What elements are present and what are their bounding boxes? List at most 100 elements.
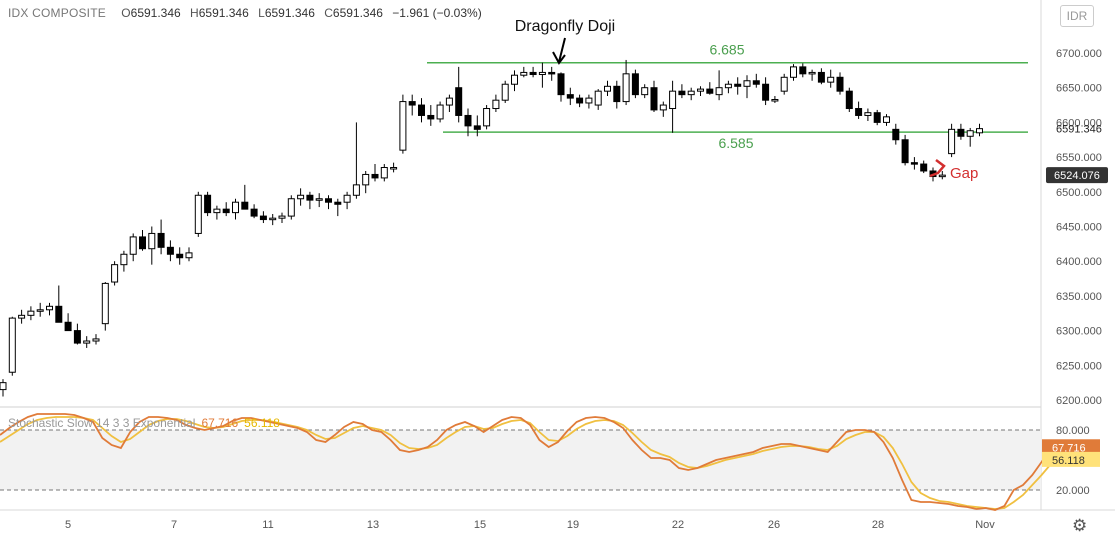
candle xyxy=(111,264,119,283)
candle xyxy=(92,338,100,342)
candle xyxy=(892,128,900,141)
time-tick-label: 15 xyxy=(474,519,486,531)
candle xyxy=(473,125,481,130)
candle xyxy=(752,80,760,85)
candle xyxy=(845,90,853,110)
candle xyxy=(938,174,946,178)
marker-price-label: 6524.076 xyxy=(1054,170,1100,182)
candle xyxy=(399,101,407,151)
candle xyxy=(790,66,797,78)
candle xyxy=(73,330,81,344)
candle xyxy=(864,112,872,116)
price-tick-label: 6200.000 xyxy=(1056,395,1102,407)
candle xyxy=(148,232,156,250)
dragonfly-doji-label: Dragonfly Doji xyxy=(515,18,615,35)
stochastic-tick-label: 80.000 xyxy=(1056,425,1090,437)
candle xyxy=(27,310,35,316)
candle xyxy=(297,194,305,200)
candle xyxy=(622,73,630,103)
candle xyxy=(948,128,956,155)
candle xyxy=(0,382,7,391)
candle xyxy=(883,116,890,123)
candle xyxy=(185,252,193,259)
candle xyxy=(139,236,146,250)
symbol-legend: IDX COMPOSITE O6591.346 H6591.346 L6591.… xyxy=(8,6,488,20)
time-tick-label: 5 xyxy=(65,519,71,531)
price-tick-label: 6500.000 xyxy=(1056,187,1102,199)
candle xyxy=(464,114,472,127)
candle xyxy=(250,208,258,217)
time-tick-label: 28 xyxy=(872,519,884,531)
candle xyxy=(352,184,360,196)
candle xyxy=(436,104,444,120)
candle xyxy=(873,112,881,123)
candle xyxy=(576,97,584,104)
candle xyxy=(380,167,388,179)
low-key: L xyxy=(258,6,265,20)
candle xyxy=(511,74,518,85)
time-tick-label: 13 xyxy=(367,519,379,531)
candle xyxy=(836,76,844,92)
gap-bracket-icon xyxy=(929,159,946,178)
candle xyxy=(799,66,807,75)
candle xyxy=(594,90,602,106)
close-key: C xyxy=(324,6,333,20)
dragonfly-arrow-icon xyxy=(552,37,566,65)
candle xyxy=(176,253,184,259)
stochastic-d-value: 56.118 xyxy=(244,416,280,430)
price-tick-label: 6350.000 xyxy=(1056,291,1102,303)
candle xyxy=(325,198,332,203)
candle xyxy=(83,340,91,344)
close-value: 6591.346 xyxy=(332,6,383,20)
stochastic-d-line xyxy=(0,416,1061,510)
candle xyxy=(287,198,295,217)
candle xyxy=(641,87,649,96)
candle xyxy=(910,162,918,165)
candle xyxy=(259,215,267,221)
price-tick-label: 6450.000 xyxy=(1056,222,1102,234)
time-tick-label: 7 xyxy=(171,519,177,531)
support-label: 6.585 xyxy=(718,135,753,151)
candle xyxy=(957,128,965,137)
candle xyxy=(362,173,370,186)
time-tick-label: 11 xyxy=(262,519,273,531)
price-axis[interactable]: 6200.000 6250.000 6300.000 6350.000 6400.000… xyxy=(1042,48,1108,497)
candle xyxy=(669,90,677,110)
change-value: −1.961 (−0.03%) xyxy=(392,6,482,20)
candle xyxy=(343,194,351,203)
gear-icon[interactable]: ⚙ xyxy=(1072,516,1088,535)
candle xyxy=(445,97,453,106)
time-axis[interactable]: 5 7 11 13 15 19 22 26 28 Nov xyxy=(65,519,995,531)
d-value-tag-label: 56.118 xyxy=(1052,455,1085,467)
candle xyxy=(976,128,983,134)
candle xyxy=(18,314,26,319)
candle xyxy=(687,90,695,96)
candle xyxy=(371,173,379,179)
marker-price-tag xyxy=(1046,167,1108,184)
candle xyxy=(585,97,593,104)
price-tick-label: 6650.000 xyxy=(1056,83,1102,95)
candle xyxy=(492,99,500,110)
price-tick-label: 6300.000 xyxy=(1056,326,1102,338)
candle xyxy=(36,309,44,312)
candle xyxy=(734,83,742,87)
stochastic-legend[interactable]: Stochastic Slow 14 3 3 Exponential 67.716… xyxy=(8,416,280,430)
candle xyxy=(157,232,165,248)
currency-button[interactable]: IDR xyxy=(1060,5,1094,27)
time-tick-label: 22 xyxy=(672,519,684,531)
gap-label: Gap xyxy=(950,165,978,182)
candle xyxy=(64,321,72,332)
candle xyxy=(315,198,323,201)
time-tick-label: 19 xyxy=(567,519,579,531)
price-tick-label: 6400.000 xyxy=(1056,256,1102,268)
k-value-tag-label: 67.716 xyxy=(1052,442,1086,454)
candle xyxy=(8,317,16,373)
candle xyxy=(483,108,491,127)
candle xyxy=(548,71,556,75)
candle xyxy=(334,201,342,205)
candle xyxy=(129,236,137,255)
candle xyxy=(920,163,928,172)
candle xyxy=(204,194,212,214)
candle xyxy=(743,80,751,87)
